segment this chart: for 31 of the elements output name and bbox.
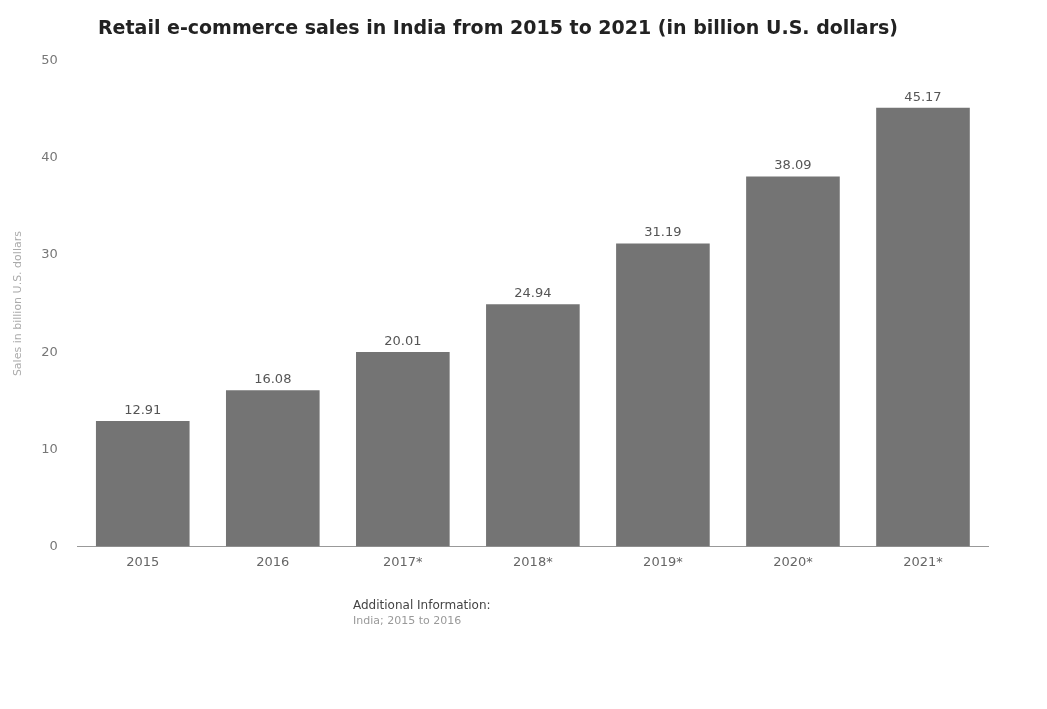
- data-label: 45.17: [904, 88, 942, 104]
- text: India; 2015 to 2016: [353, 614, 463, 627]
- bar: [616, 243, 710, 547]
- bar: [225, 390, 320, 547]
- y-axis-title: Sales in billion U.S. dollars: [11, 230, 25, 377]
- bar: [486, 304, 580, 547]
- data-label: 16.08: [254, 371, 292, 387]
- x-tick-label: 2016: [256, 553, 290, 569]
- x-tick-label: 2018*: [513, 553, 554, 569]
- x-tick-label: 2015: [126, 553, 160, 569]
- data-label: 12.91: [124, 401, 162, 417]
- x-tick-label: 2017*: [383, 553, 424, 569]
- x-tick-label: 2021*: [903, 553, 944, 569]
- data-label: 31.19: [644, 224, 682, 240]
- text: Additional Information:: [353, 598, 492, 612]
- chart-title: Retail e-commerce sales in India from 2015 to 2021 (in billion U.S. dollars): [97, 16, 899, 39]
- y-tick-label: 20: [41, 343, 58, 359]
- bar: [95, 421, 190, 547]
- y-tick-label: 10: [41, 440, 58, 456]
- y-tick-label: 40: [41, 149, 58, 165]
- x-tick-label: 2020*: [773, 553, 814, 569]
- bar: [356, 352, 450, 547]
- bar: [746, 176, 840, 547]
- y-tick-label: 0: [49, 537, 58, 553]
- y-tick-label: 50: [41, 52, 58, 68]
- data-label: 20.01: [384, 332, 422, 348]
- y-tick-label: 30: [41, 246, 58, 262]
- data-label: 38.09: [774, 157, 812, 173]
- data-label: 24.94: [514, 285, 552, 301]
- bar: [876, 107, 970, 547]
- x-tick-label: 2019*: [643, 553, 684, 569]
